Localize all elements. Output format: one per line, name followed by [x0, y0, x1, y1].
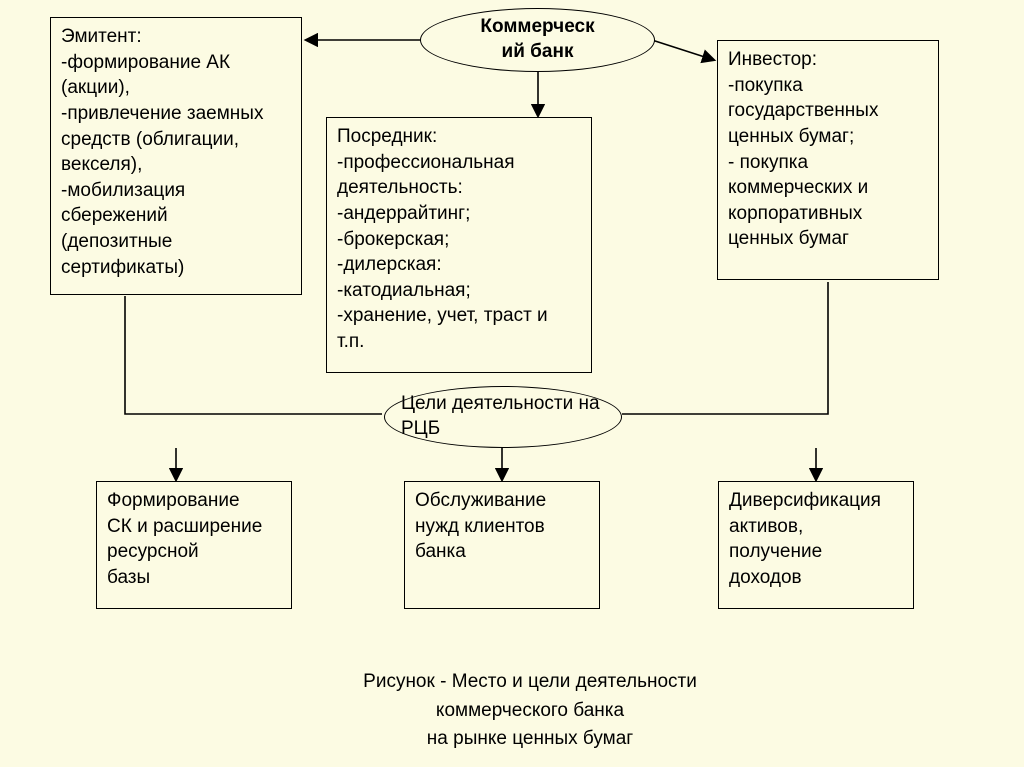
caption-l3: на рынке ценных бумаг	[427, 728, 633, 749]
emitent-l5: векселя),	[61, 154, 142, 175]
caption-l2: коммерческого банка	[436, 700, 624, 721]
emitent-l9: сертификаты)	[61, 257, 184, 278]
emitent-l8: (депозитные	[61, 231, 172, 252]
figure-caption: Рисунок - Место и цели деятельности комм…	[330, 668, 730, 754]
goal-right-l2: активов,	[729, 516, 803, 537]
investor-l7: ценных бумаг	[728, 228, 849, 249]
node-goal-mid: Обслуживание нужд клиентов банка	[404, 481, 600, 609]
investor-l5: коммерческих и	[728, 177, 868, 198]
goal-mid-l3: банка	[415, 541, 466, 562]
caption-l1: Рисунок - Место и цели деятельности	[363, 671, 697, 692]
node-commercial-bank-l1: Коммерческ	[480, 15, 594, 40]
investor-l3: ценных бумаг;	[728, 126, 854, 147]
investor-l2: государственных	[728, 100, 878, 121]
node-emitent: Эмитент: -формирование АК (акции), -прив…	[50, 17, 302, 295]
emitent-title: Эмитент:	[61, 26, 142, 47]
investor-l4: - покупка	[728, 152, 808, 173]
mediator-l5: -дилерская:	[337, 254, 442, 275]
mediator-l6: -катодиальная;	[337, 280, 471, 301]
goal-mid-l1: Обслуживание	[415, 490, 546, 511]
node-investor: Инвестор: -покупка государственных ценны…	[717, 40, 939, 280]
mediator-l4: -брокерская;	[337, 229, 449, 250]
mediator-l2: деятельность:	[337, 177, 463, 198]
goals-l1: Цели деятельности на	[401, 392, 611, 417]
mediator-l7: -хранение, учет, траст и	[337, 305, 548, 326]
emitent-l3: -привлечение заемных	[61, 103, 263, 124]
goal-right-l3: получение	[729, 541, 822, 562]
node-goal-left: Формирование СК и расширение ресурсной б…	[96, 481, 292, 609]
goal-left-l4: базы	[107, 567, 150, 588]
investor-l1: -покупка	[728, 75, 803, 96]
mediator-l8: т.п.	[337, 331, 364, 352]
emitent-l7: сбережений	[61, 205, 168, 226]
investor-title: Инвестор:	[728, 49, 817, 70]
node-commercial-bank: Коммерческ ий банк	[420, 8, 655, 72]
mediator-title: Посредник:	[337, 126, 437, 147]
investor-l6: корпоративных	[728, 203, 862, 224]
node-mediator: Посредник: -профессиональная деятельност…	[326, 117, 592, 373]
goal-mid-l2: нужд клиентов	[415, 516, 545, 537]
node-goals: Цели деятельности на РЦБ	[384, 386, 622, 448]
mediator-l3: -андеррайтинг;	[337, 203, 470, 224]
goals-l2: РЦБ	[401, 417, 611, 442]
node-commercial-bank-l2: ий банк	[480, 40, 594, 65]
goal-left-l3: ресурсной	[107, 541, 199, 562]
diagram-stage: Коммерческ ий банк Эмитент: -формировани…	[0, 0, 1024, 767]
emitent-l6: -мобилизация	[61, 180, 185, 201]
goal-right-l1: Диверсификация	[729, 490, 881, 511]
goal-left-l1: Формирование	[107, 490, 240, 511]
emitent-l1: -формирование АК	[61, 52, 230, 73]
goal-left-l2: СК и расширение	[107, 516, 262, 537]
node-goal-right: Диверсификация активов, получение доходо…	[718, 481, 914, 609]
emitent-l2: (акции),	[61, 77, 130, 98]
goal-right-l4: доходов	[729, 567, 802, 588]
emitent-l4: средств (облигации,	[61, 129, 239, 150]
mediator-l1: -профессиональная	[337, 152, 515, 173]
